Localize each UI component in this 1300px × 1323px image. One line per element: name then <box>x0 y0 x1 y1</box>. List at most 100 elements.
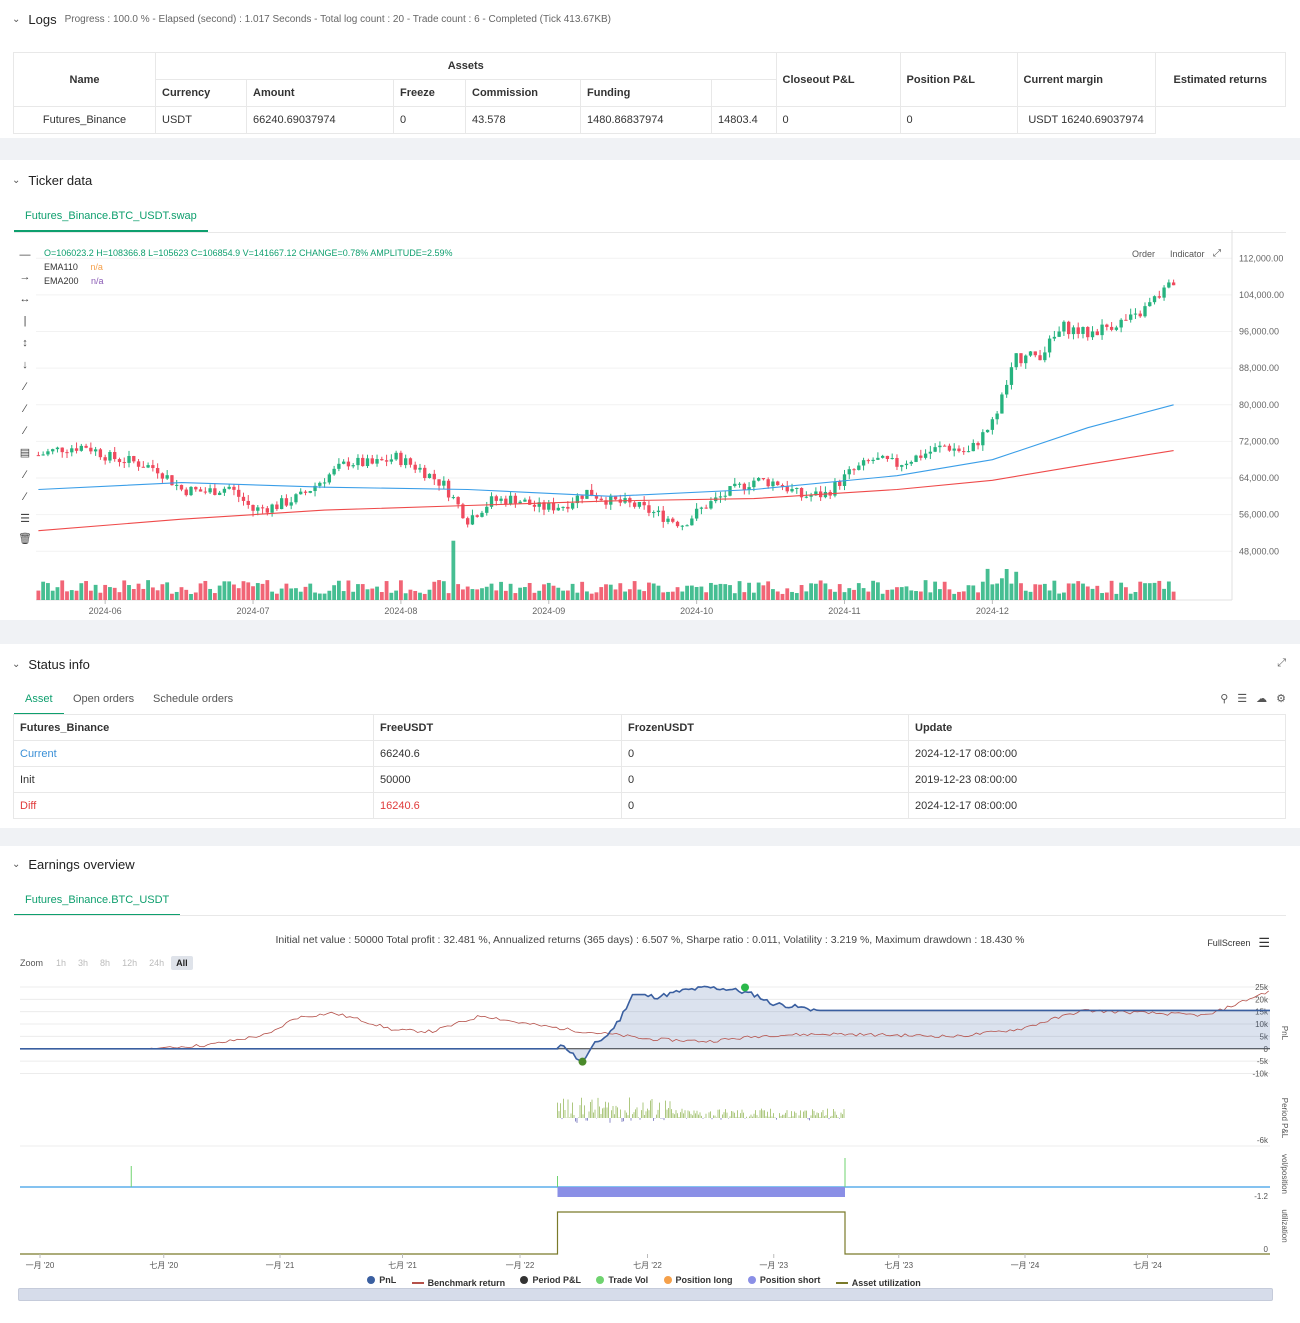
volume-bar <box>141 588 146 600</box>
volume-bar <box>1138 581 1143 600</box>
trend-line-icon[interactable]: ∕ <box>24 381 26 393</box>
volume-bar <box>179 587 184 600</box>
candle-body <box>1119 319 1123 328</box>
trash-icon[interactable]: 🗑 <box>18 533 32 545</box>
x-tick-label: 一月 '23 <box>759 1261 788 1270</box>
volume-bar <box>608 584 613 600</box>
zoom-3h-button[interactable]: 3h <box>78 958 89 968</box>
volume-bar <box>1114 593 1119 600</box>
volume-bar <box>446 593 451 600</box>
candle-body <box>933 447 937 452</box>
ticker-header[interactable]: ⌄ Ticker data <box>12 173 92 188</box>
volume-bar <box>398 580 403 600</box>
volume-bar <box>317 593 322 600</box>
volume-bar <box>1157 580 1162 600</box>
volume-bar <box>728 585 732 600</box>
navigator-scrollbar[interactable] <box>18 1288 1273 1301</box>
volume-bar <box>833 591 837 600</box>
zoom-all-button[interactable]: All <box>171 956 193 970</box>
horizontal-ray-icon[interactable]: → <box>19 271 31 283</box>
gear-icon[interactable]: ⚙ <box>1276 693 1286 705</box>
candle-body <box>981 432 985 446</box>
volume-bar <box>961 591 966 600</box>
candle-body <box>289 502 293 506</box>
legend-position-long[interactable]: Position long <box>663 1275 733 1285</box>
menu-icon[interactable]: ☰ <box>1258 935 1270 950</box>
volume-bar <box>699 586 704 600</box>
y-tick-label: 10k <box>1255 1020 1269 1029</box>
x-tick-label: 七月 '23 <box>884 1261 913 1270</box>
tab-open-orders[interactable]: Open orders <box>73 693 135 705</box>
volume-bar <box>88 590 93 600</box>
tab-asset[interactable]: Asset <box>14 683 64 715</box>
pnl-line <box>20 985 1270 1062</box>
vertical-segment-icon[interactable]: ↕ <box>22 337 28 349</box>
volume-bar <box>1004 569 1009 600</box>
fullscreen-button[interactable]: FullScreen ☰ <box>1207 935 1270 951</box>
list-icon[interactable]: ☰ <box>1237 693 1248 705</box>
fib-levels-icon[interactable]: ☰ <box>20 513 30 525</box>
volume-bar <box>146 580 150 600</box>
vertical-ray-icon[interactable]: ↓ <box>22 359 28 371</box>
candle-body <box>1014 353 1018 368</box>
chevron-down-icon[interactable]: ⌄ <box>12 14 21 25</box>
candle-body <box>1152 296 1157 303</box>
search-icon[interactable]: ⚲ <box>1220 693 1229 705</box>
candle-body <box>747 487 751 490</box>
volume-bar <box>351 591 356 600</box>
candle-body <box>599 498 603 501</box>
candle-body <box>418 467 422 470</box>
earnings-chart[interactable]: 25k 20k 15k 10k 5k 0 -5k -10k PnL Period P&L vol/p… <box>0 846 1300 1323</box>
parallel-channel-icon[interactable]: ∕ <box>24 469 26 481</box>
chevron-down-icon[interactable]: ⌄ <box>12 659 21 670</box>
zoom-8h-button[interactable]: 8h <box>100 958 111 968</box>
indicator-button[interactable]: Indicator <box>1170 249 1205 259</box>
candle-body <box>604 500 608 505</box>
expand-icon[interactable]: ⤢ <box>1213 248 1221 259</box>
legend-pnl[interactable]: PnL <box>367 1275 396 1285</box>
chevron-down-icon[interactable]: ⌄ <box>12 175 21 186</box>
legend-benchmark[interactable]: Benchmark return <box>411 1278 505 1288</box>
candle-body <box>847 469 851 475</box>
extended-line-icon[interactable]: ∕ <box>24 425 26 437</box>
collapse-icon[interactable]: ⤢ <box>1277 657 1286 669</box>
order-button[interactable]: Order <box>1132 249 1156 259</box>
utilization-line <box>20 1211 1270 1255</box>
tab-btc-usdt-swap[interactable]: Futures_Binance.BTC_USDT.swap <box>14 200 208 232</box>
legend-asset-utilization[interactable]: Asset utilization <box>835 1278 921 1288</box>
legend-trade-vol[interactable]: Trade Vol <box>596 1275 648 1285</box>
earnings-header[interactable]: ⌄ Earnings overview <box>12 857 135 872</box>
tab-schedule-orders[interactable]: Schedule orders <box>153 693 234 705</box>
fib-icon[interactable]: ∕ <box>24 491 26 503</box>
candle-body <box>222 488 227 493</box>
price-line-icon[interactable]: ▤ <box>19 447 31 459</box>
volume-bar <box>284 583 289 600</box>
cell-closeout: 14803.4 <box>711 106 777 134</box>
candle-body <box>518 501 522 504</box>
zoom-24h-button[interactable]: 24h <box>149 958 165 968</box>
candle-body <box>122 462 126 464</box>
candlestick-chart[interactable]: 112,000.00 104,000.00 96,000.00 88,000.00 80… <box>0 160 1300 620</box>
volume-bar <box>904 586 909 600</box>
zoom-1h-button[interactable]: 1h <box>56 958 67 968</box>
candle-body <box>337 463 341 469</box>
legend-position-short[interactable]: Position short <box>747 1275 820 1285</box>
row-label: Current <box>13 740 374 767</box>
zoom-12h-button[interactable]: 12h <box>122 958 138 968</box>
legend-period-pnl[interactable]: Period P&L <box>520 1275 581 1285</box>
cloud-icon[interactable]: ☁ <box>1256 693 1268 705</box>
candle-body <box>776 481 780 486</box>
candle-body <box>928 451 933 454</box>
candle-body <box>575 495 580 504</box>
candle-body <box>308 491 312 493</box>
vertical-line-icon[interactable]: | <box>23 315 27 327</box>
crosshair-line-icon[interactable]: — <box>19 249 31 261</box>
chevron-down-icon[interactable]: ⌄ <box>12 859 21 870</box>
volume-bar <box>451 540 456 600</box>
earnings-title: Earnings overview <box>28 857 135 872</box>
volume-bar <box>656 585 661 600</box>
logs-header[interactable]: ⌄ Logs Progress : 100.0 % - Elapsed (sec… <box>12 12 611 27</box>
ray-line-icon[interactable]: ∕ <box>24 403 26 415</box>
status-header[interactable]: ⌄ Status info <box>12 657 90 672</box>
horizontal-segment-icon[interactable]: ↔ <box>19 293 31 305</box>
